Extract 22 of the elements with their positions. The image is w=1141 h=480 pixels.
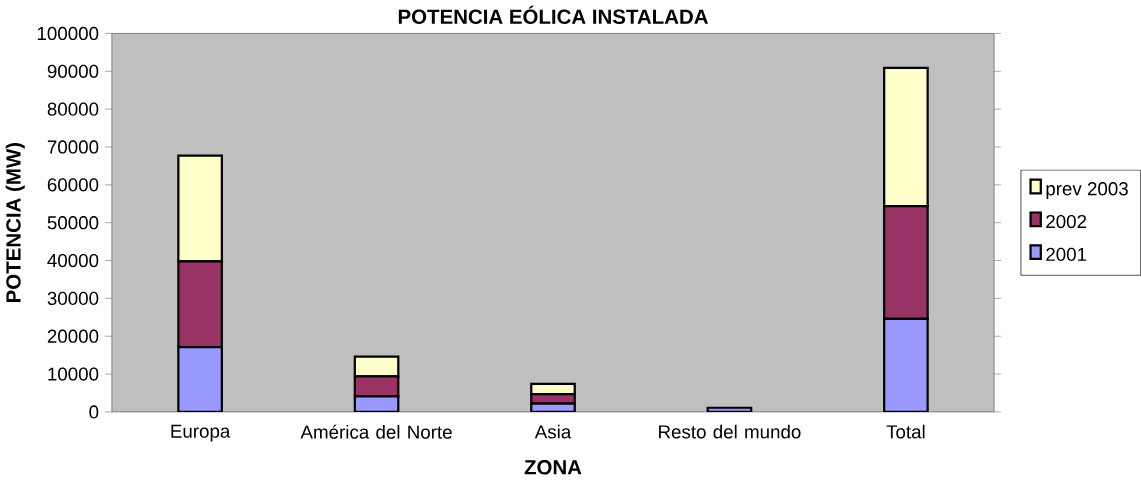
y-tick-label: 40000 bbox=[47, 253, 99, 268]
y-tick-label: 30000 bbox=[47, 291, 99, 305]
x-tick-label: América del Norte bbox=[300, 424, 452, 439]
x-tick-label: Europa bbox=[171, 424, 231, 442]
y-tick-label: 10000 bbox=[48, 367, 99, 381]
x-axis-title: ZONA bbox=[524, 459, 582, 475]
y-tick-label: 50000 bbox=[47, 215, 99, 230]
chart-title: POTENCIA EÓLICA INSTALADA bbox=[398, 5, 708, 24]
y-tick-label: 80000 bbox=[47, 102, 99, 116]
x-tick-label: Asia bbox=[534, 424, 572, 439]
y-axis-title: POTENCIA (MW) bbox=[5, 142, 25, 302]
legend-label: prev 2003 bbox=[1046, 182, 1128, 199]
y-tick-label: 20000 bbox=[47, 329, 99, 343]
y-tick-label: 100000 bbox=[37, 26, 99, 40]
y-tick-label: 70000 bbox=[47, 140, 99, 154]
x-tick-label: Total bbox=[886, 424, 925, 439]
x-tick-label: Resto del mundo bbox=[659, 424, 801, 439]
legend-label: 2001 bbox=[1046, 247, 1087, 261]
y-tick-label: 90000 bbox=[47, 64, 99, 78]
y-tick-label: 60000 bbox=[47, 178, 99, 192]
y-tick-label: 0 bbox=[89, 405, 99, 419]
legend-label: 2002 bbox=[1046, 214, 1087, 229]
